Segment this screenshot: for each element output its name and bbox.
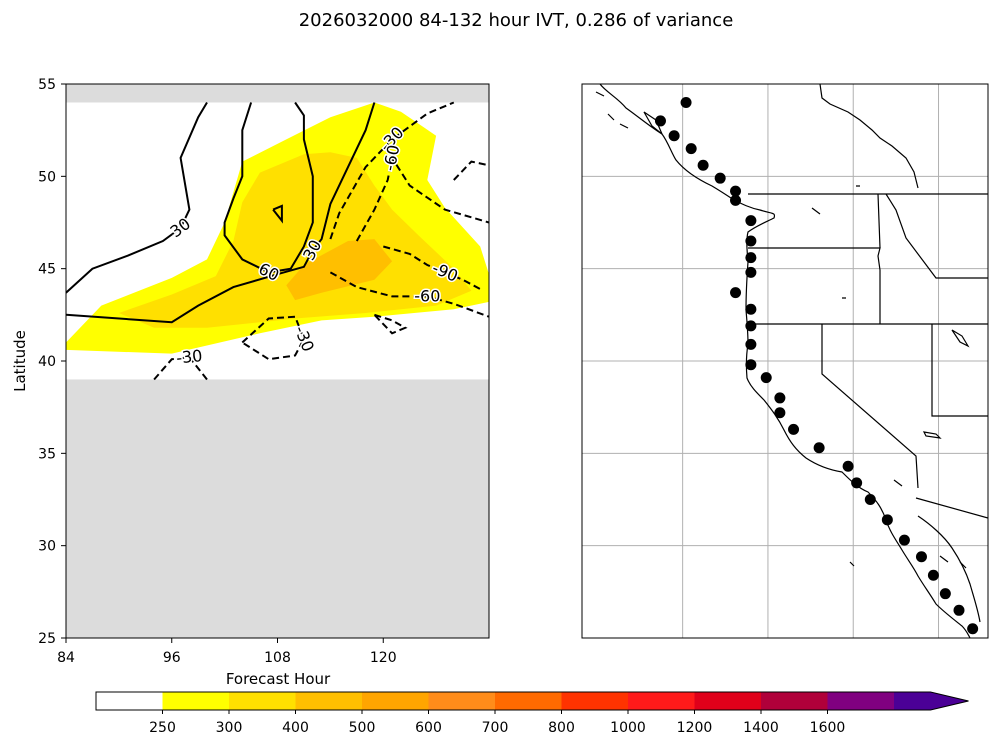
y-tick-label: 25	[38, 631, 56, 647]
location-point	[915, 551, 927, 563]
y-tick-label: 35	[38, 446, 56, 462]
x-tick-label: 120	[370, 650, 397, 666]
colorbar-segment	[428, 692, 496, 710]
location-point	[745, 266, 757, 278]
right-axes-frame	[581, 83, 989, 639]
location-point	[898, 534, 910, 546]
location-point	[730, 185, 742, 197]
x-tick-label: 96	[163, 650, 181, 666]
figure-title: 2026032000 84-132 hour IVT, 0.286 of var…	[299, 10, 734, 31]
colorbar-tick-label: 1000	[610, 720, 646, 736]
colorbar-segment	[229, 692, 296, 710]
location-point	[745, 359, 757, 371]
location-point	[745, 252, 757, 264]
contour-line	[329, 101, 455, 240]
y-tick-label: 40	[38, 354, 56, 370]
location-point	[730, 194, 742, 206]
location-point	[745, 303, 757, 315]
contour-line	[241, 315, 305, 361]
colorbar-segment	[561, 692, 629, 710]
location-point	[685, 143, 697, 155]
colorbar: 250 300 400 500 600 700 800 1000 1200 1400 1600	[95, 691, 969, 736]
location-point	[967, 623, 979, 635]
contour-line	[223, 101, 314, 274]
contour-label: -30	[291, 323, 318, 354]
contour-line	[355, 155, 489, 242]
colorbar-segment	[362, 692, 429, 710]
location-point	[851, 477, 863, 489]
ivt-fill-300	[118, 152, 472, 328]
colorbar-segment	[694, 692, 762, 710]
right-map-panel	[581, 83, 989, 639]
contour-line	[373, 313, 408, 335]
masked-region	[66, 379, 489, 638]
colorbar-tick-label: 600	[415, 720, 442, 736]
location-point	[745, 235, 757, 247]
location-point	[774, 392, 786, 404]
location-point	[745, 215, 757, 227]
contour-line	[383, 245, 481, 290]
y-tick-label: 50	[38, 169, 56, 185]
contour-label: 30	[166, 214, 194, 241]
colorbar-segment	[827, 692, 895, 710]
masked-region	[66, 84, 489, 103]
colorbar-tick-label: 1200	[677, 720, 713, 736]
x-tick-label: 84	[57, 650, 75, 666]
colorbar-tick-label: 1600	[810, 720, 846, 736]
y-tick-label: 30	[38, 539, 56, 555]
location-point	[654, 115, 666, 127]
location-point	[745, 338, 757, 350]
colorbar-extend-max	[894, 692, 969, 710]
coastline	[595, 84, 988, 638]
colorbar-tick-label: 400	[282, 720, 309, 736]
colorbar-segment	[96, 692, 163, 710]
colorbar-tick-label: 1400	[743, 720, 779, 736]
y-tick-label: 55	[38, 77, 56, 93]
location-point	[668, 130, 680, 142]
colorbar-tick-label: 700	[482, 720, 509, 736]
colorbar-tick-label: 500	[349, 720, 376, 736]
location-point	[953, 604, 965, 616]
x-tick-label: 108	[264, 650, 291, 666]
location-point	[760, 372, 772, 384]
location-point	[813, 442, 825, 454]
colorbar-tick-label: 800	[548, 720, 575, 736]
contour-line	[329, 271, 489, 318]
ivt-fill-400	[286, 239, 393, 301]
location-point	[745, 320, 757, 332]
contour-label: -30	[175, 346, 203, 368]
contour-line	[66, 101, 208, 294]
contour-line	[66, 102, 376, 324]
colorbar-outline	[95, 691, 969, 711]
colorbar-tick-label: 250	[149, 720, 176, 736]
location-point	[927, 569, 939, 581]
contour-line	[272, 204, 283, 224]
x-axis-label: Forecast Hour	[226, 670, 331, 688]
location-point	[939, 588, 951, 600]
contour-label: -60	[414, 286, 440, 305]
contour-line	[453, 160, 489, 181]
colorbar-segment	[162, 692, 230, 710]
y-tick-label: 45	[38, 262, 56, 278]
colorbar-tick-label: 300	[216, 720, 243, 736]
location-point	[714, 172, 726, 184]
location-point	[697, 159, 709, 171]
colorbar-segment	[295, 692, 363, 710]
location-point	[864, 494, 876, 505]
contour-line	[153, 356, 208, 381]
y-axis-label: Latitude	[11, 330, 29, 392]
location-point	[788, 423, 800, 435]
location-point	[881, 514, 893, 526]
colorbar-segment	[628, 692, 695, 710]
location-point	[680, 96, 692, 108]
location-point	[730, 287, 742, 299]
location-point	[774, 407, 786, 419]
location-point	[842, 460, 854, 472]
colorbar-segment	[761, 692, 828, 710]
colorbar-segment	[495, 692, 562, 710]
